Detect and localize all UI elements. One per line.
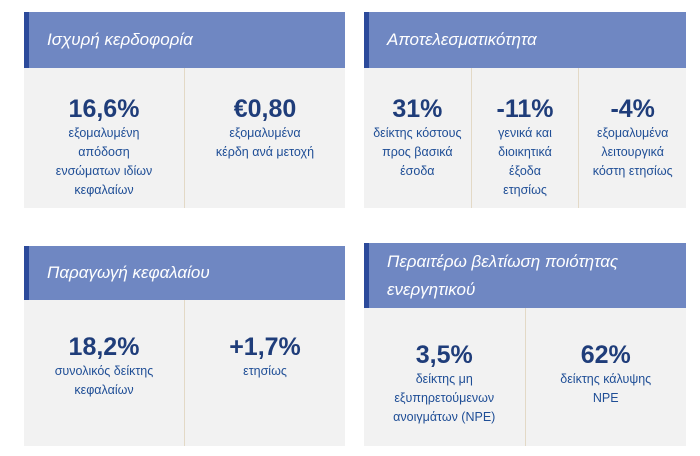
metric-label: απόδοση <box>78 145 130 159</box>
panel-body: 16,6% εξομαλυμένη απόδοση ενσώματων ιδίων κε… <box>24 68 345 208</box>
metric-label: εξομαλυμένα <box>597 126 669 140</box>
panel-title: Περαιτέρω βελτίωση ποιότητας <box>387 251 619 271</box>
metric-label: κέρδη ανά μετοχή <box>215 145 315 159</box>
metric-label: δείκτης κόστους <box>373 126 462 140</box>
metric-label: κόστη ετησίως <box>592 164 673 178</box>
metric-value: 18,2% <box>68 333 140 361</box>
panel-title: Ισχυρή κερδοφορία <box>47 30 193 49</box>
metric-label: λειτουργικά <box>601 145 664 159</box>
metric-label: εξομαλυμένα <box>229 126 301 140</box>
metric: 18,2% συνολικός δείκτης κεφαλαίων <box>24 300 184 446</box>
metric-label: γενικά και <box>498 126 552 140</box>
metric-label: NPE <box>592 391 619 405</box>
panel-body: 18,2% συνολικός δείκτης κεφαλαίων +1,7% ετησ… <box>24 300 345 446</box>
metric: €0,80 εξομαλυμένα κέρδη ανά μετοχή <box>184 68 345 208</box>
metric: +1,7% ετησίως <box>184 300 345 446</box>
panel-header: Ισχυρή κερδοφορία <box>24 12 345 68</box>
metric-label: δείκτης κάλυψης <box>560 372 652 386</box>
metric-label: διοικητικά <box>498 145 552 159</box>
metric-value: €0,80 <box>233 95 297 123</box>
panel: Αποτελεσματικότητα 31% δείκτης κόστους προς… <box>364 12 686 208</box>
metric-value: -11% <box>496 95 554 123</box>
metric-label: εξομαλυμένη <box>68 126 140 140</box>
panel-body: 31% δείκτης κόστους προς βασικά έσοδα -11% γε… <box>364 68 686 208</box>
panel: Ισχυρή κερδοφορία 16,6% εξομαλυμένη απόδοση… <box>24 12 345 208</box>
metric: 31% δείκτης κόστους προς βασικά έσοδα <box>364 68 471 208</box>
metric-label: ενσώματων ιδίων <box>55 164 153 178</box>
panel-header: Παραγωγή κεφαλαίου <box>24 246 345 300</box>
metric: -11% γενικά και διοικητικά έξοδα ετησίως <box>470 68 579 208</box>
metric-label: εξυπηρετούμενων <box>394 391 495 405</box>
metric-value: +1,7% <box>229 333 301 361</box>
metric: -4% εξομαλυμένα λειτουργικά κόστη ετησίως <box>578 68 686 208</box>
metric-label: έξοδα <box>509 164 541 178</box>
metric-label: ετησίως <box>503 183 547 197</box>
panel-title: ενεργητικού <box>387 279 476 299</box>
metric: 16,6% εξομαλυμένη απόδοση ενσώματων ιδίων κε… <box>24 68 184 208</box>
metric: 62% δείκτης κάλυψης NPE <box>524 308 687 446</box>
panel-title: Παραγωγή κεφαλαίου <box>47 263 210 282</box>
panel: Περαιτέρω βελτίωση ποιότητας ενεργητικού 3… <box>364 243 686 446</box>
metric-value: 16,6% <box>68 95 140 123</box>
metric-value: 31% <box>392 95 443 123</box>
metric-value: 3,5% <box>415 341 473 369</box>
metric-label: κεφαλαίων <box>74 183 134 197</box>
metric-label: συνολικός δείκτης <box>54 364 154 378</box>
metric: 3,5% δείκτης μη εξυπηρετούμενων ανοιγμάτων … <box>364 308 525 446</box>
metric-label: προς βασικά <box>382 145 453 159</box>
panel-header: Περαιτέρω βελτίωση ποιότητας ενεργητικού <box>364 243 686 308</box>
panel-title: Αποτελεσματικότητα <box>387 30 537 49</box>
metric-value: 62% <box>580 341 631 369</box>
metric-label: κεφαλαίων <box>74 383 134 397</box>
panel: Παραγωγή κεφαλαίου 18,2% συνολικός δείκτης… <box>24 246 345 446</box>
metric-value: -4% <box>610 95 655 123</box>
metric-label: δείκτης μη <box>415 372 473 386</box>
metric-label: ετησίως <box>243 364 287 378</box>
panel-header: Αποτελεσματικότητα <box>364 12 686 68</box>
metric-label: έσοδα <box>400 164 435 178</box>
metric-label: ανοιγμάτων (NPE) <box>393 410 496 424</box>
panel-body: 3,5% δείκτης μη εξυπηρετούμενων ανοιγμάτων … <box>364 308 686 446</box>
